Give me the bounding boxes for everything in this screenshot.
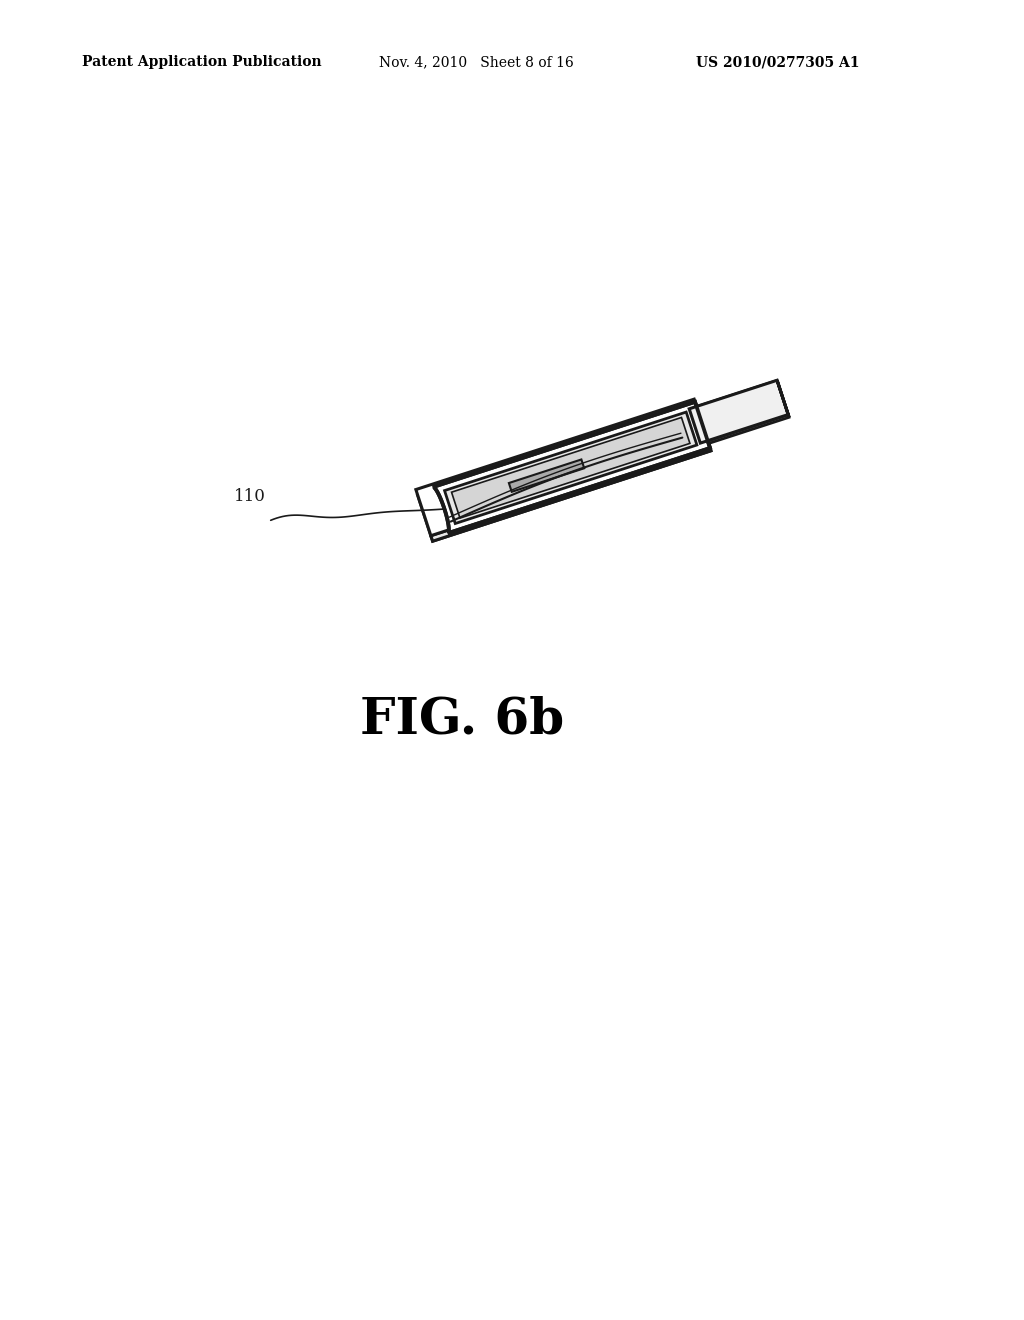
Polygon shape <box>689 380 788 444</box>
Polygon shape <box>700 414 790 446</box>
Polygon shape <box>777 380 790 417</box>
Text: Nov. 4, 2010   Sheet 8 of 16: Nov. 4, 2010 Sheet 8 of 16 <box>379 55 573 70</box>
Text: Patent Application Publication: Patent Application Publication <box>82 55 322 70</box>
Polygon shape <box>444 412 697 524</box>
Text: FIG. 6b: FIG. 6b <box>359 696 564 744</box>
Polygon shape <box>509 459 585 492</box>
Polygon shape <box>452 417 690 519</box>
Polygon shape <box>783 400 786 407</box>
Text: US 2010/0277305 A1: US 2010/0277305 A1 <box>696 55 860 70</box>
Polygon shape <box>418 405 711 541</box>
Polygon shape <box>689 380 778 412</box>
Polygon shape <box>416 399 710 536</box>
Polygon shape <box>780 389 783 397</box>
Polygon shape <box>431 445 711 541</box>
Text: 110: 110 <box>233 488 266 506</box>
Polygon shape <box>433 401 710 533</box>
